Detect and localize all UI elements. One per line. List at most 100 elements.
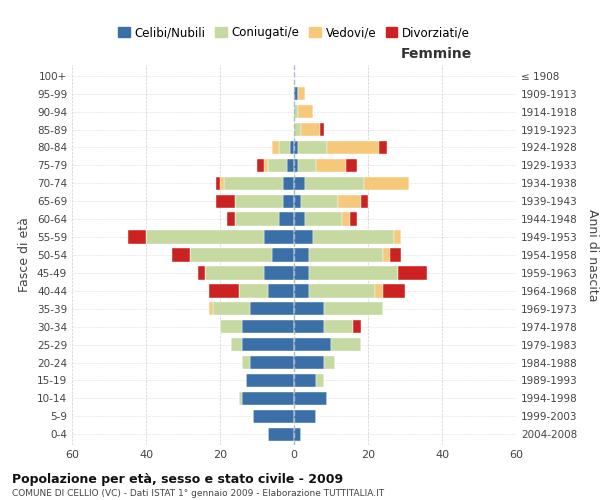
Bar [294,266,309,280]
Bar [209,284,239,298]
Legend: Celibi/Nubili, Coniugati/e, Vedovi/e, Divorziati/e: Celibi/Nubili, Coniugati/e, Vedovi/e, Di… [113,22,475,44]
Bar [294,374,316,387]
Bar [246,374,294,387]
Bar [294,356,323,370]
Bar [227,212,235,226]
Bar [383,284,405,298]
Bar [379,140,386,154]
Bar [298,105,313,118]
Bar [250,302,294,316]
Bar [394,230,401,244]
Bar [265,158,268,172]
Bar [209,302,212,316]
Bar [294,302,323,316]
Bar [268,158,287,172]
Bar [305,212,342,226]
Bar [265,230,294,244]
Bar [301,194,338,208]
Text: Femmine: Femmine [400,47,472,61]
Bar [242,320,294,334]
Bar [309,266,398,280]
Bar [283,194,294,208]
Bar [294,105,298,118]
Bar [364,176,409,190]
Bar [346,158,357,172]
Bar [224,176,283,190]
Bar [279,212,294,226]
Bar [279,140,290,154]
Bar [376,284,383,298]
Bar [309,248,383,262]
Bar [217,194,235,208]
Bar [294,428,301,441]
Bar [294,320,323,334]
Y-axis label: Fasce di età: Fasce di età [19,218,31,292]
Bar [294,87,298,101]
Bar [294,194,301,208]
Bar [328,140,379,154]
Bar [301,123,320,136]
Bar [294,176,305,190]
Text: COMUNE DI CELLIO (VC) - Dati ISTAT 1° gennaio 2009 - Elaborazione TUTTITALIA.IT: COMUNE DI CELLIO (VC) - Dati ISTAT 1° ge… [12,489,384,498]
Bar [290,140,294,154]
Bar [268,428,294,441]
Bar [146,230,265,244]
Bar [257,158,265,172]
Bar [294,392,328,405]
Bar [294,123,301,136]
Bar [298,140,328,154]
Bar [272,140,279,154]
Bar [250,356,294,370]
Bar [242,356,250,370]
Bar [294,212,305,226]
Bar [309,284,376,298]
Bar [298,87,305,101]
Bar [220,176,224,190]
Bar [398,266,427,280]
Bar [231,338,242,351]
Bar [294,338,331,351]
Bar [212,302,250,316]
Bar [128,230,146,244]
Bar [253,410,294,423]
Bar [316,158,346,172]
Bar [217,176,220,190]
Bar [172,248,190,262]
Bar [313,230,394,244]
Bar [235,212,279,226]
Bar [390,248,401,262]
Bar [294,230,313,244]
Bar [331,338,361,351]
Bar [338,194,361,208]
Bar [239,392,242,405]
Bar [361,194,368,208]
Bar [283,176,294,190]
Bar [323,320,353,334]
Bar [242,392,294,405]
Bar [294,410,316,423]
Bar [239,284,268,298]
Bar [342,212,349,226]
Text: Popolazione per età, sesso e stato civile - 2009: Popolazione per età, sesso e stato civil… [12,472,343,486]
Bar [294,284,309,298]
Bar [205,266,265,280]
Bar [349,212,357,226]
Bar [305,176,364,190]
Bar [294,248,309,262]
Bar [294,158,298,172]
Bar [265,266,294,280]
Bar [383,248,390,262]
Bar [220,320,242,334]
Bar [323,356,335,370]
Bar [272,248,294,262]
Bar [268,284,294,298]
Bar [298,158,316,172]
Bar [198,266,205,280]
Y-axis label: Anni di nascita: Anni di nascita [586,209,599,301]
Bar [190,248,272,262]
Bar [287,158,294,172]
Bar [242,338,294,351]
Bar [235,194,283,208]
Bar [323,302,383,316]
Bar [316,374,323,387]
